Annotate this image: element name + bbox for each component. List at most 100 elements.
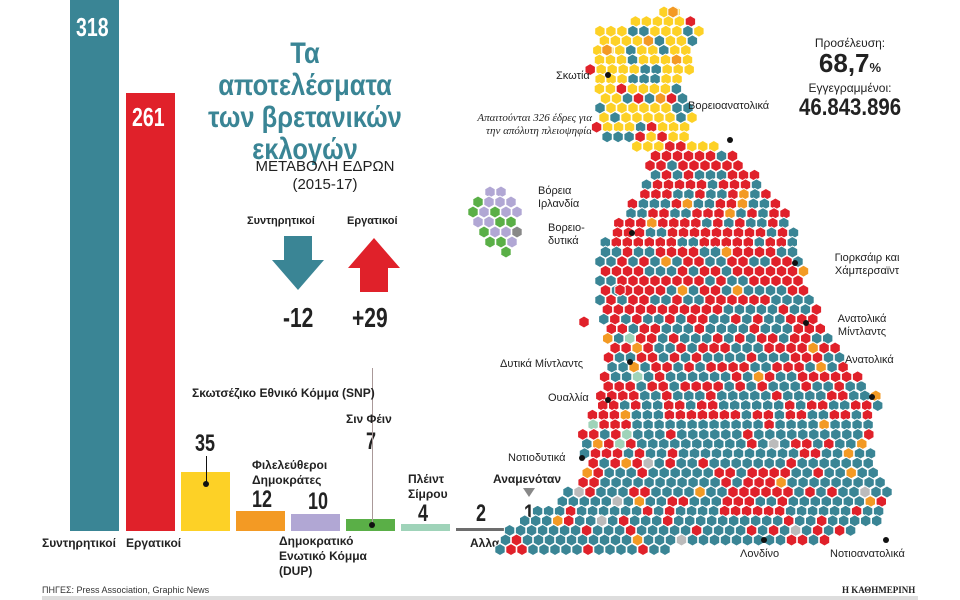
constituency-hex <box>582 543 594 557</box>
constituency-hex <box>648 543 660 557</box>
constituency-hex <box>573 485 585 499</box>
leader-dot <box>369 522 375 528</box>
constituency-hex <box>774 533 787 547</box>
constituency-hex <box>710 159 722 173</box>
constituency-hex <box>660 255 672 269</box>
constituency-hex <box>672 485 684 499</box>
constituency-hex <box>505 543 517 557</box>
constituency-hex <box>627 274 639 288</box>
constituency-hex <box>617 485 629 499</box>
region-dot <box>869 394 875 400</box>
constituency-hex <box>521 533 534 547</box>
constituency-hex <box>500 205 512 219</box>
lab-label: Εργατικοί <box>126 536 182 550</box>
turnout-label: Προσέλευση: <box>814 36 886 50</box>
constituency-hex <box>781 274 793 288</box>
region-label: Ανατολικά <box>845 354 894 366</box>
constituency-hex <box>489 225 501 239</box>
bar-1 <box>126 92 175 531</box>
constituency-hex <box>606 485 618 499</box>
constituency-hex <box>616 255 628 269</box>
constituency-hex <box>494 215 506 229</box>
region-dot <box>605 72 611 78</box>
constituency-hex <box>797 264 810 278</box>
constituency-hex <box>478 205 490 219</box>
snp-label: Σκωτσέζικο Εθνικό Κόμμα (SNP) <box>192 386 375 400</box>
region-dot <box>579 455 585 461</box>
constituency-hex <box>632 283 645 297</box>
constituency-hex <box>660 149 673 163</box>
constituency-hex <box>610 245 623 259</box>
region-label: Λονδίνο <box>740 548 780 560</box>
region-dot <box>727 137 733 143</box>
constituency-hex <box>594 293 606 307</box>
constituency-hex <box>554 533 567 547</box>
constituency-hex <box>516 543 528 557</box>
constituency-hex <box>682 274 694 288</box>
constituency-hex <box>786 283 799 297</box>
constituency-hex <box>742 245 755 259</box>
constituency-hex <box>770 274 782 288</box>
footer-rule <box>42 596 918 600</box>
constituency-hex <box>764 245 777 259</box>
region-label: Βορειο-δυτικά <box>548 222 585 247</box>
constituency-hex <box>693 24 705 38</box>
bar-value-2: 35 <box>195 430 216 457</box>
constituency-hex <box>628 485 640 499</box>
constituency-hex <box>759 274 771 288</box>
constituency-hex <box>620 533 633 547</box>
bar-6 <box>401 524 450 531</box>
turnout-block: Προσέλευση: 68,7% Εγγεγραμμένοι: 46.843.… <box>790 36 910 121</box>
other-label: Αλλα <box>470 536 500 550</box>
constituency-hex <box>661 485 673 499</box>
constituency-hex <box>665 283 678 297</box>
constituency-hex <box>627 255 639 269</box>
dup-label: Δημοκρατικό Ενωτικό Κόμμα (DUP) <box>279 534 367 578</box>
constituency-hex <box>666 159 678 173</box>
constituency-hex <box>472 195 484 209</box>
constituency-hex <box>667 5 679 19</box>
constituency-hex <box>732 159 744 173</box>
constituency-hex <box>686 533 699 547</box>
change-period: (2015-17) <box>292 176 358 193</box>
constituency-hex <box>642 139 654 153</box>
bar-3 <box>236 510 285 531</box>
con-label: Συντηρητικοί <box>42 536 116 550</box>
constituency-hex <box>601 43 613 57</box>
region-dot <box>803 320 809 326</box>
constituency-hex <box>719 533 732 547</box>
constituency-hex <box>602 331 614 345</box>
constituency-hex <box>731 245 744 259</box>
region-label: Γιορκσάιρ και Χάμπερσαϊντ <box>834 252 900 277</box>
constituency-hex <box>643 91 656 105</box>
constituency-hex <box>644 159 656 173</box>
region-dot <box>627 359 633 365</box>
constituency-hex <box>590 120 603 134</box>
constituency-hex <box>489 205 501 219</box>
constituency-hex <box>694 485 706 499</box>
change-lab-label: Εργατικοί <box>347 215 398 227</box>
constituency-hex <box>593 82 606 96</box>
constituency-hex <box>698 283 711 297</box>
constituency-hex <box>505 195 517 209</box>
region-label: Νοτιοδυτικά <box>508 452 566 464</box>
constituency-hex <box>742 283 755 297</box>
constituency-hex <box>532 533 545 547</box>
constituency-hex <box>742 264 755 278</box>
constituency-hex <box>571 543 583 557</box>
constituency-hex <box>587 533 600 547</box>
change-block: ΜΕΤΑΒΟΛΗ ΕΔΡΩΝ (2015-17) <box>250 158 400 194</box>
constituency-hex <box>698 245 711 259</box>
constituency-hex <box>709 283 722 297</box>
constituency-hex <box>807 533 820 547</box>
constituency-hex <box>605 255 617 269</box>
constituency-hex <box>687 283 700 297</box>
constituency-hex <box>726 274 738 288</box>
constituency-hex <box>650 485 662 499</box>
constituency-hex <box>785 533 798 547</box>
constituency-hex <box>818 533 831 547</box>
region-label: Νοτιοανατολικά <box>830 548 905 560</box>
constituency-hex <box>775 264 788 278</box>
constituency-hex <box>709 264 722 278</box>
